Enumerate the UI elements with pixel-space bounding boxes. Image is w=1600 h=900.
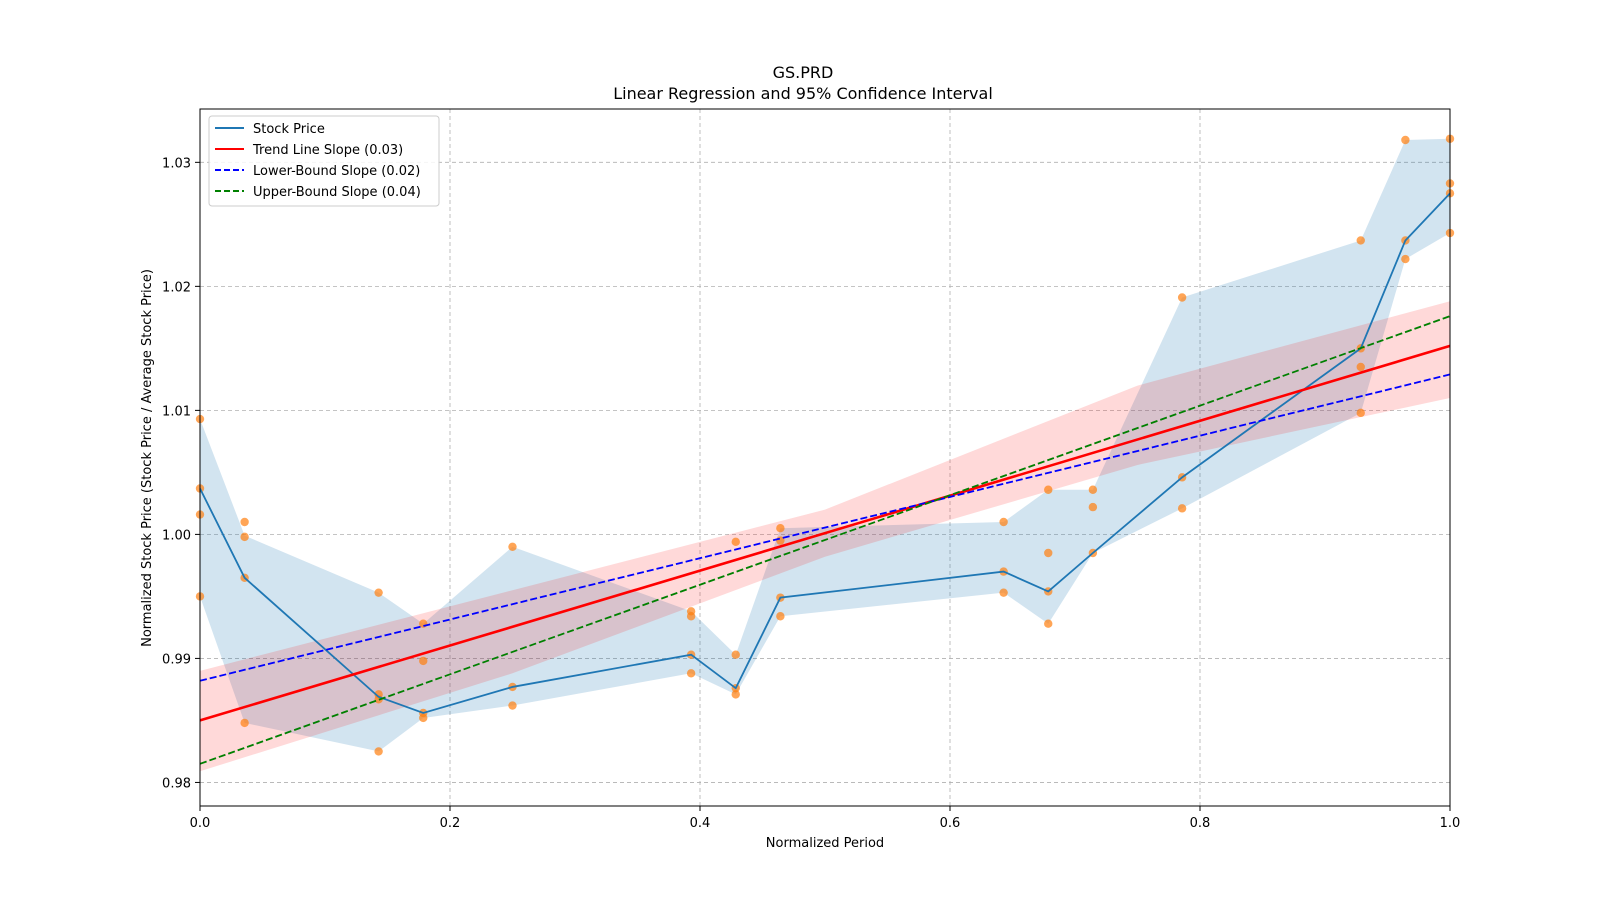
data-point (240, 718, 249, 728)
data-point (731, 537, 740, 547)
data-point (999, 588, 1008, 597)
data-point (1177, 504, 1187, 513)
data-point (1044, 485, 1053, 494)
x-axis-label: Normalized Period (766, 836, 884, 851)
data-point (1177, 293, 1187, 302)
chart-subtitle: Linear Regression and 95% Confidence Int… (613, 84, 993, 103)
legend-label: Lower-Bound Slope (0.02) (253, 164, 420, 179)
legend-box (208, 115, 440, 207)
y-tick-label: 0.99 (162, 652, 191, 667)
legend-label: Upper-Bound Slope (0.04) (253, 185, 421, 200)
plot-frame (199, 108, 1451, 807)
chart-title: GS.PRD (773, 63, 834, 82)
data-point (374, 747, 383, 756)
y-tick-label: 1.03 (162, 156, 191, 171)
data-point (419, 656, 428, 666)
data-point (240, 532, 249, 542)
y-axis-label: Normalized Stock Price (Stock Price / Av… (140, 269, 155, 647)
trend-confidence-band (200, 301, 1450, 772)
y-axis-ticks: 0.98 0.99 1.00 1.01 1.02 1.03 (162, 156, 200, 791)
legend-label: Stock Price (253, 122, 325, 137)
legend-label: Trend Line Slope (0.03) (252, 143, 403, 158)
lower-bound-line (199, 373, 1451, 682)
y-tick-label: 1.01 (162, 404, 191, 419)
data-point (1044, 548, 1053, 558)
x-tick-label: 0.4 (690, 816, 711, 831)
data-point (1401, 135, 1410, 145)
y-tick-label: 1.02 (162, 280, 191, 295)
data-point (1401, 254, 1410, 264)
x-tick-label: 1.0 (1440, 816, 1461, 831)
data-point (1356, 236, 1365, 245)
data-point (1088, 485, 1098, 494)
x-tick-label: 0.2 (440, 816, 461, 831)
x-axis-ticks: 0.0 0.2 0.4 0.6 0.8 1.0 (190, 806, 1461, 831)
data-point (686, 612, 696, 621)
data-point (374, 588, 383, 597)
data-point (776, 523, 785, 533)
data-point (731, 690, 740, 699)
data-point (731, 650, 740, 659)
stock-price-band (200, 138, 1450, 752)
x-tick-label: 0.6 (940, 816, 961, 831)
data-point (419, 713, 428, 723)
x-tick-label: 0.0 (190, 816, 211, 831)
data-point (508, 542, 517, 551)
upper-bound-line (199, 315, 1451, 765)
data-point (686, 669, 696, 678)
series-lines (199, 192, 1451, 765)
data-point (1044, 619, 1053, 628)
data-point (999, 517, 1008, 527)
legend: Stock Price Trend Line Slope (0.03) Lower-… (208, 115, 440, 207)
data-point (240, 517, 249, 527)
data-point (508, 701, 517, 710)
data-point (1088, 502, 1098, 512)
y-tick-label: 0.98 (162, 776, 191, 791)
trend-line (199, 344, 1451, 722)
data-point (776, 612, 785, 621)
data-point (1356, 408, 1365, 418)
x-tick-label: 0.8 (1190, 816, 1211, 831)
confidence-bands (200, 138, 1450, 772)
data-point (1356, 362, 1365, 372)
y-tick-label: 1.00 (162, 528, 191, 543)
